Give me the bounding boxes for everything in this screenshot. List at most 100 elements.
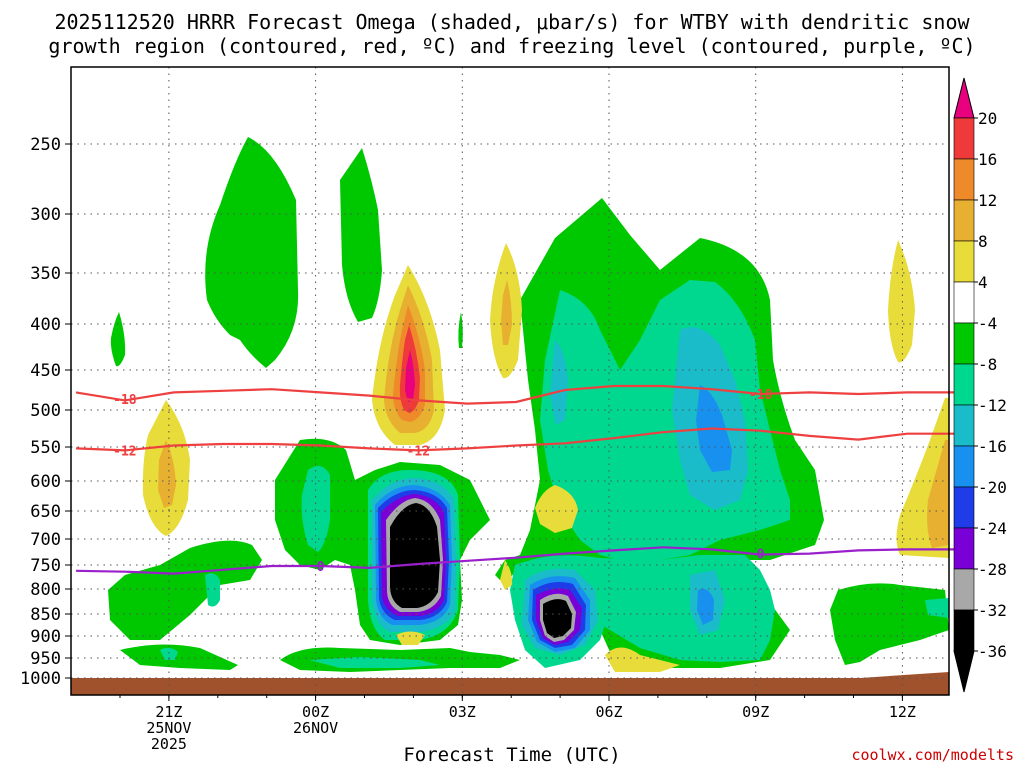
colorbar-segment-8	[953, 445, 975, 488]
contour-line-2	[75, 546, 957, 575]
colorbar-label-11: -28	[978, 560, 1007, 579]
colorbar-segment-10	[953, 527, 975, 570]
contour-label-0: -18	[113, 393, 137, 408]
colorbar-label-3: 8	[978, 232, 988, 251]
colorbar-segment-5	[953, 322, 975, 365]
omega-region-orange-farright	[927, 440, 949, 548]
contours-layer	[75, 384, 957, 575]
omega-region-orange-mid	[501, 280, 512, 345]
omega-region-teal-bottom	[310, 657, 440, 668]
contour-line-1	[75, 427, 957, 452]
omega-region-yellow-06z	[535, 485, 578, 533]
x-tick-label-1-0: 00Z	[302, 703, 329, 721]
x-tick-label-5-0: 12Z	[889, 703, 916, 721]
colorbar-segment-0	[953, 117, 975, 160]
colorbar-label-5: -4	[978, 314, 997, 333]
omega-region-yellow-03z-low	[396, 631, 425, 645]
colorbar-segment-11	[953, 568, 975, 611]
omega-region-teal-small	[205, 573, 220, 607]
x-tick-label-3-0: 06Z	[595, 703, 622, 721]
omega-region-yellow-right	[888, 240, 915, 363]
contour-line-0	[75, 384, 957, 405]
contour-label-3: -12	[407, 444, 430, 459]
y-tick-label-250: 250	[30, 135, 61, 155]
colorbar-label-2: 12	[978, 191, 997, 210]
contour-label-1: -18	[749, 388, 773, 403]
x-tick-label-2-0: 03Z	[449, 703, 476, 721]
colorbar-segment-3	[953, 240, 975, 283]
y-tick-label-700: 700	[30, 530, 61, 550]
colorbar-top-arrow	[953, 77, 975, 119]
chart-title-line2: growth region (contoured, red, ºC) and f…	[48, 34, 976, 58]
y-tick-label-600: 600	[30, 472, 61, 492]
y-tick-label-900: 900	[30, 627, 61, 647]
omega-shading	[71, 137, 949, 695]
colorbar-label-0: 20	[978, 109, 997, 128]
contour-labels-layer: -18 -18 -12 -12 0 0	[113, 388, 773, 575]
omega-region-orange-left	[158, 440, 176, 508]
x-tick-label-0-1: 25NOV	[146, 719, 191, 737]
colorbar-segment-12	[953, 609, 975, 652]
omega-region-magenta-03z	[405, 350, 415, 402]
colorbar: 20 16 12 8 4 -4 -8 -12 -16 -20 -24 -28 -32 -36	[953, 77, 1007, 693]
x-tick-label-4-0: 09Z	[742, 703, 769, 721]
y-tick-label-650: 650	[30, 502, 61, 522]
grid-lines	[71, 67, 949, 695]
y-tick-label-500: 500	[30, 401, 61, 421]
x-tick-label-0-2: 2025	[151, 735, 187, 753]
colorbar-segment-2	[953, 199, 975, 242]
contour-label-2: -12	[113, 444, 136, 459]
y-tick-label-1000: 1000	[20, 669, 61, 689]
colorbar-label-1: 16	[978, 150, 997, 169]
contour-label-4: 0	[317, 560, 325, 575]
y-tick-label-950: 950	[30, 649, 61, 669]
omega-region-black-03z	[390, 503, 440, 608]
omega-region-black-06z	[543, 599, 572, 638]
x-axis-label: Forecast Time (UTC)	[403, 744, 621, 766]
credit-link[interactable]: coolwx.com/modelts	[851, 746, 1014, 764]
y-tick-label-300: 300	[30, 205, 61, 225]
y-tick-label-750: 750	[30, 556, 61, 576]
colorbar-segment-6	[953, 363, 975, 406]
y-tick-label-450: 450	[30, 361, 61, 381]
colorbar-label-8: -16	[978, 437, 1007, 456]
colorbar-label-6: -8	[978, 355, 997, 374]
omega-region-green-right	[830, 583, 949, 665]
colorbar-segment-1	[953, 158, 975, 201]
terrain-ground	[71, 672, 949, 695]
omega-region-teal-small2	[160, 647, 178, 660]
y-tick-label-350: 350	[30, 264, 61, 284]
omega-region-green-spike	[340, 148, 382, 322]
omega-region-cyan-left	[550, 340, 568, 425]
colorbar-segment-9	[953, 486, 975, 529]
plot-frame	[70, 66, 950, 696]
colorbar-label-4: 4	[978, 273, 988, 292]
colorbar-label-12: -32	[978, 601, 1007, 620]
y-tick-label-400: 400	[30, 315, 61, 335]
colorbar-label-13: -36	[978, 642, 1007, 661]
x-tick-label-0-0: 21Z	[155, 703, 182, 721]
colorbar-label-7: -12	[978, 396, 1007, 415]
y-tick-label-850: 850	[30, 605, 61, 625]
x-tick-label-1-1: 26NOV	[293, 719, 338, 737]
omega-region-yellow-low	[500, 560, 513, 590]
chart-title-line1: 2025112520 HRRR Forecast Omega (shaded, …	[54, 10, 970, 34]
omega-region-green-lowleft	[108, 540, 262, 640]
y-axis: 2503003504004505005506006507007508008509…	[20, 135, 71, 689]
colorbar-label-10: -24	[978, 519, 1007, 538]
omega-region-green-lowleft2	[120, 644, 238, 670]
colorbar-segment-7	[953, 404, 975, 447]
contour-label-5: 0	[757, 548, 765, 563]
colorbar-label-9: -20	[978, 478, 1007, 497]
colorbar-bottom-arrow	[953, 650, 975, 693]
omega-region-blue-low	[697, 588, 714, 625]
omega-region-green-small	[110, 312, 126, 367]
omega-region-green-top-left	[205, 137, 299, 368]
colorbar-segment-4	[953, 281, 975, 324]
omega-region-teal-right	[925, 598, 949, 618]
omega-region-yellow-bottom	[605, 647, 680, 672]
omega-region-green-small2	[458, 312, 463, 348]
y-tick-label-800: 800	[30, 580, 61, 600]
